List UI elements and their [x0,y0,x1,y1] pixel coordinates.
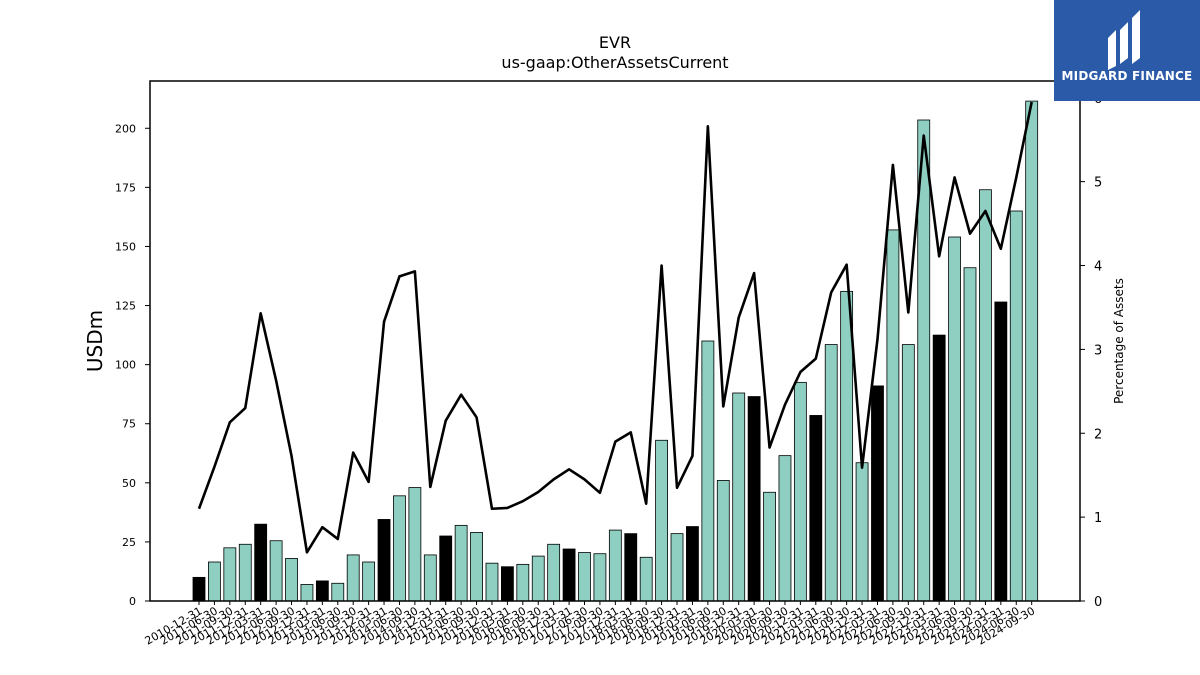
y-tick-label: 100 [115,359,136,372]
y-tick-label: 175 [115,181,136,194]
y-axis-label: USDm [83,310,107,372]
bar [1025,100,1039,602]
bar [531,555,545,602]
bar [393,495,406,602]
bar [701,340,715,602]
bar [578,552,591,602]
bar [901,344,915,602]
brand-logo: MIDGARD FINANCE [1054,0,1200,101]
bar [793,381,807,602]
bar [500,566,514,602]
bar [732,392,746,602]
y2-axis: 0123456 [1080,92,1102,610]
y-tick-label: 25 [122,536,136,549]
bar [346,554,360,602]
bar [208,561,221,602]
bar [1009,210,1023,602]
bar [871,385,884,602]
bar [608,529,622,602]
bar [223,547,237,602]
bar [778,455,792,602]
y-tick-label: 150 [115,240,136,253]
bar [408,487,422,602]
bar [562,548,576,602]
y2-tick-label: 0 [1094,595,1102,610]
bar [655,439,668,602]
bar [439,535,453,602]
bar [639,556,653,602]
bar [747,396,761,602]
bar [516,563,530,602]
y-tick-label: 75 [122,418,136,431]
bar [485,562,499,602]
bar [624,533,638,602]
brand-name: MIDGARD FINANCE [1061,69,1193,83]
bar [948,236,961,602]
bar [269,540,283,602]
series-line [197,101,1033,554]
y-tick-label: 125 [115,300,136,313]
line-series [197,101,1033,554]
midgard-logo-icon [1108,10,1140,70]
bar [300,584,314,602]
bar [686,526,699,602]
bar [331,582,345,602]
bar [470,532,483,602]
bar [979,189,992,602]
bar [824,344,838,602]
bar [932,334,946,602]
bar [547,543,561,602]
bar [362,561,376,602]
y-tick-label: 0 [129,595,136,608]
bar [994,301,1008,602]
y2-tick-label: 1 [1094,511,1102,526]
bar [809,415,823,602]
bar [377,519,391,602]
bar [670,533,684,602]
bars [192,100,1039,602]
bar [238,543,252,602]
y2-tick-label: 4 [1094,260,1102,275]
chart-subtitle: us-gaap:OtherAssetsCurrent [501,53,728,72]
bar [716,480,730,602]
bar [454,524,468,602]
y2-tick-label: 2 [1094,427,1102,442]
chart-title: EVR [599,33,631,52]
x-axis: 2010-12-312011-06-302011-09-302011-12-31… [143,601,1037,648]
bar [763,491,776,602]
y2-axis-label: Percentage of Assets [1112,278,1126,404]
y-axis: 0 25 50 75 100 125 150 175 200 [115,122,150,608]
bar [285,558,298,602]
bar [886,229,900,602]
bar [593,553,607,602]
y-tick-label: 200 [115,122,136,135]
bar [423,554,437,602]
bar [315,580,329,602]
bar [855,462,869,602]
bar [840,290,854,602]
bar [192,576,206,602]
bar [254,523,268,602]
y-tick-label: 50 [122,477,136,490]
y2-tick-label: 3 [1094,343,1102,358]
bar [963,267,977,602]
y2-tick-label: 5 [1094,176,1102,191]
